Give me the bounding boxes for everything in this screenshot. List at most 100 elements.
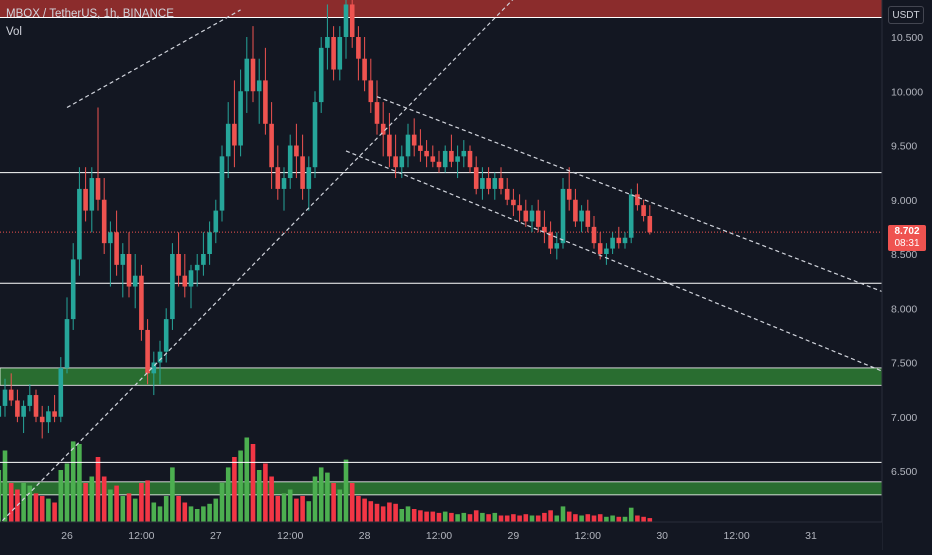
candle-body [95, 178, 101, 200]
volume-bar [263, 463, 268, 522]
candle-body [70, 259, 76, 320]
volume-bar [449, 512, 454, 522]
volume-label: Vol [6, 26, 22, 38]
candle-body [151, 362, 157, 374]
volume-bar [548, 510, 553, 522]
candle-body [225, 123, 231, 157]
volume-bar [287, 489, 293, 522]
volume-bar [331, 483, 336, 522]
candle-body [250, 58, 256, 92]
volume-bar [641, 516, 646, 522]
volume-bar [163, 496, 169, 522]
volume-bar [207, 503, 212, 522]
volume-bar [349, 483, 355, 522]
volume-bar [411, 509, 417, 522]
candle-body [287, 145, 293, 179]
currency-unit-button[interactable]: USDT [888, 6, 924, 24]
candle-body [300, 156, 305, 189]
volume-bar [480, 512, 485, 522]
volume-bar [535, 515, 541, 522]
candle-body [424, 150, 429, 157]
candle-body [554, 243, 560, 249]
bar-countdown: 08:31 [894, 238, 920, 249]
volume-bar [647, 518, 653, 522]
x-tick-label: 31 [805, 530, 817, 542]
volume-bar [374, 503, 380, 522]
volume-bar [46, 498, 51, 522]
trendline-0 [66, 9, 241, 109]
volume-bar [461, 512, 467, 522]
volume-bar [269, 476, 274, 522]
x-tick-label: 27 [210, 530, 222, 542]
volume-bar [70, 441, 76, 522]
price-axis-bg [882, 0, 932, 550]
volume-bar [504, 515, 510, 522]
volume-bar [219, 483, 225, 522]
volume-bar [281, 493, 287, 522]
volume-bar [89, 476, 95, 522]
candle-body [52, 411, 57, 417]
volume-bar [318, 467, 324, 522]
x-tick-label: 12:00 [426, 530, 452, 542]
candle-body [219, 156, 225, 211]
candle-body [604, 248, 609, 254]
support-zone-0 [0, 367, 883, 386]
y-tick-label: 7.500 [891, 358, 917, 370]
volume-bar [201, 506, 206, 522]
x-tick-label: 12:00 [128, 530, 154, 542]
volume-bar [424, 511, 429, 522]
volume-bar [473, 510, 479, 522]
volume-bar [157, 506, 163, 522]
candle-body [418, 145, 423, 151]
volume-bar [442, 511, 448, 522]
x-tick-label: 29 [508, 530, 520, 542]
candle-body [622, 237, 628, 244]
candle-body [201, 254, 206, 265]
candle-body [473, 167, 479, 189]
candle-body [33, 395, 39, 417]
volume-bar [430, 511, 436, 522]
candle-body [337, 37, 343, 70]
candle-body [170, 254, 175, 320]
candle-body [436, 161, 442, 168]
candle-body [393, 156, 398, 168]
candle-body [139, 275, 144, 330]
volume-bar [21, 483, 26, 522]
candle-body [442, 150, 448, 168]
candle-body [591, 226, 597, 244]
volume-bar [368, 501, 374, 522]
candle-body [176, 254, 181, 276]
candle-body [368, 80, 374, 103]
candle-body [579, 210, 584, 222]
volume-bar [362, 498, 367, 522]
volume-bar [120, 496, 126, 522]
candle-body [8, 389, 14, 401]
y-tick-label: 8.500 [891, 249, 917, 261]
candle-body [511, 199, 516, 206]
volume-bar [380, 506, 386, 522]
volume-bar [325, 472, 330, 522]
candle-body [263, 80, 268, 124]
candle-body [120, 254, 126, 265]
candle-body [461, 150, 467, 157]
volume-bar [170, 467, 175, 522]
candle-body [244, 58, 250, 92]
candle-body [132, 275, 138, 287]
volume-bar [95, 457, 101, 522]
candle-body [83, 188, 88, 211]
volume-bar [418, 510, 423, 522]
candle-body [126, 254, 132, 287]
candle-body [430, 156, 436, 162]
volume-bar [52, 502, 57, 522]
candle-body [523, 210, 529, 222]
volume-bar [306, 501, 312, 522]
candle-body [21, 405, 26, 417]
volume-bar [33, 493, 39, 522]
volume-bar [579, 515, 584, 522]
candle-body [542, 226, 547, 233]
candle-body [585, 210, 591, 227]
x-tick-label: 26 [61, 530, 73, 542]
candle-body [39, 416, 45, 423]
